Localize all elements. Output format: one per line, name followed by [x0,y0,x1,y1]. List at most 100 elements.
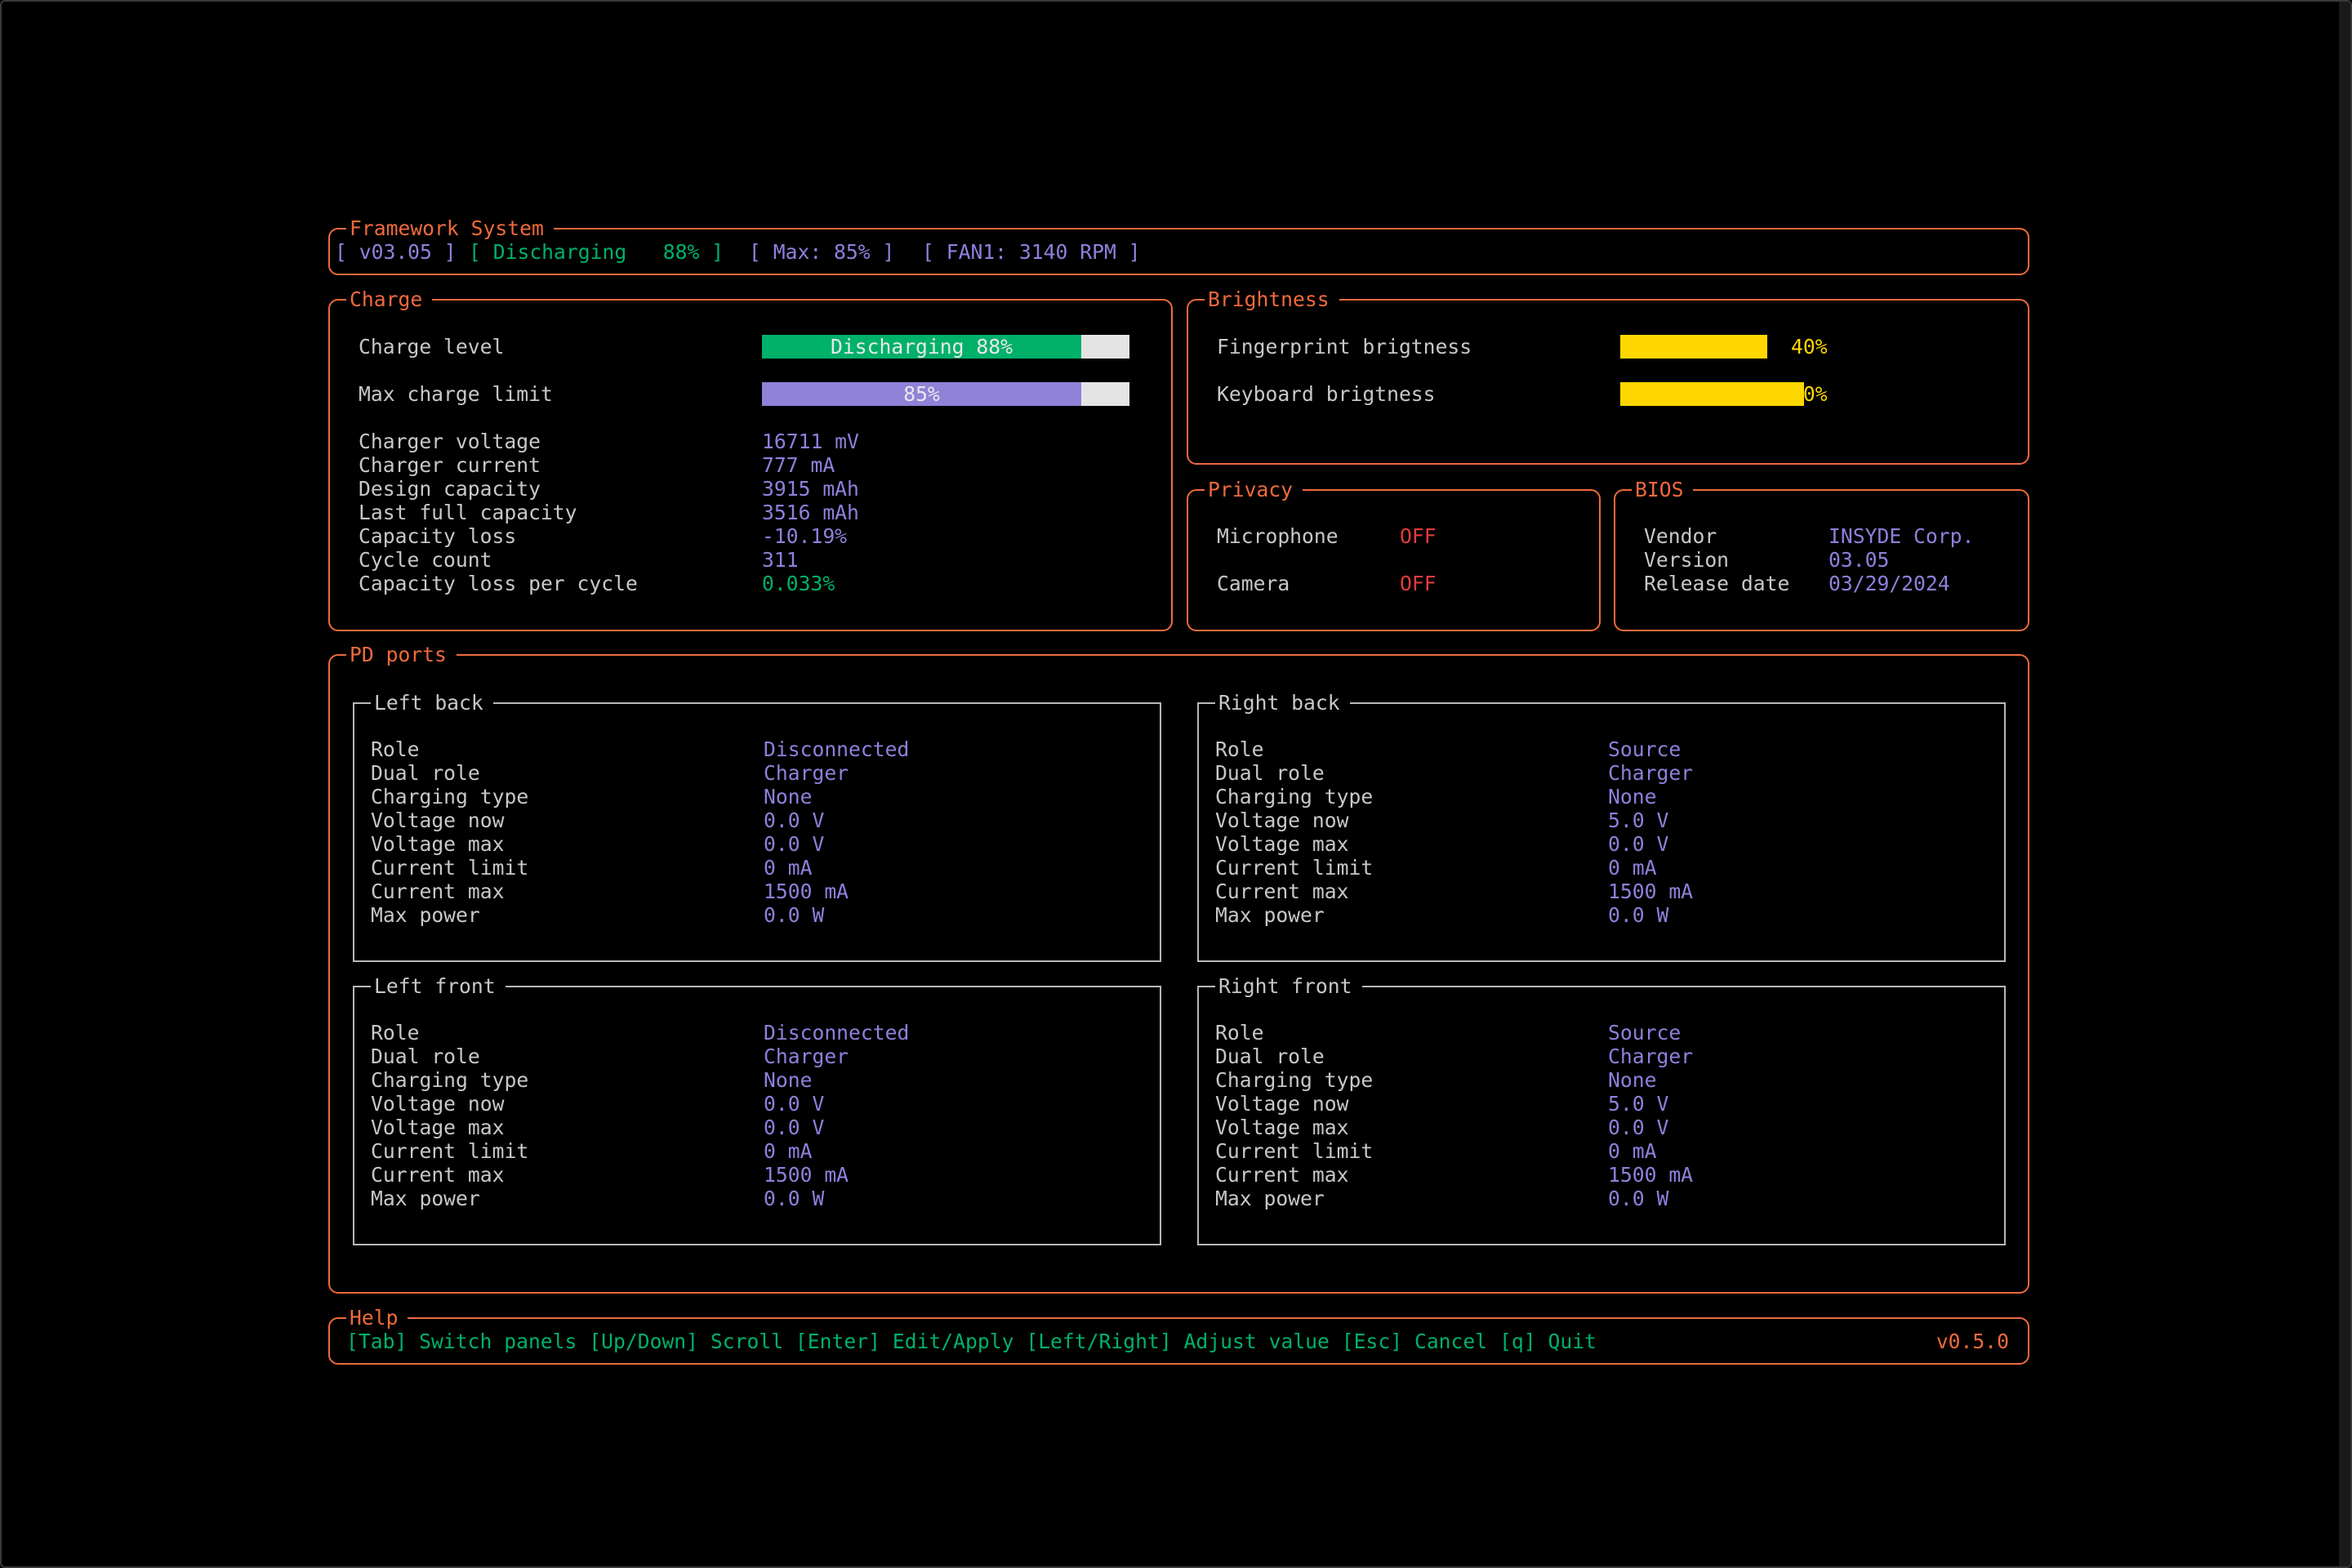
pd-row-label: Role [371,737,420,761]
pd-row-label: Current limit [371,856,529,880]
pd-row-value: Charger [1608,1045,1694,1068]
help-keybindings: [Tab] Switch panels [Up/Down] Scroll [En… [346,1330,1597,1353]
pd-ports-panel[interactable]: PD ports [328,643,2029,1294]
pd-row-label: Voltage max [371,832,505,856]
charge-row-value: -10.19% [762,524,848,548]
pd-row-value: 0 mA [1608,856,1657,880]
pd-row-value: 0.0 W [764,1187,825,1210]
pd-row-value: 0.0 W [1608,1187,1669,1210]
pd-row-value: 1500 mA [764,880,849,903]
pd-row-value: 0.0 V [1608,832,1669,856]
charge-row-label: Capacity loss per cycle [359,572,638,595]
charge-row-label: Cycle count [359,548,492,572]
charge-level-bar: Discharging 88% [762,335,1129,359]
bios-row-label: Version [1644,548,1730,572]
help-panel: Help [328,1306,2029,1365]
charge-level-text: Discharging 88% [831,335,1013,359]
pd-ports-title: PD ports [346,643,457,666]
pd-row-label: Voltage max [371,1116,505,1139]
charge-row-value: 16711 mV [762,430,859,453]
help-title: Help [346,1306,408,1330]
charge-panel[interactable]: Charge [328,287,1173,631]
charge-level-label: Charge level [359,335,505,359]
pd-row-label: Max power [1215,1187,1325,1210]
pd-row-label: Max power [1215,903,1325,927]
pd-row-value: 1500 mA [1608,880,1694,903]
pd-row-value: 1500 mA [1608,1163,1694,1187]
charge-row-label: Last full capacity [359,501,577,524]
keyboard-brightness-value: 50% [1791,382,1828,406]
pd-row-value: Disconnected [764,737,910,761]
bios-row-value: 03.05 [1829,548,1890,572]
charge-row-label: Charger voltage [359,430,541,453]
pd-port-title: Left back [371,691,493,715]
pd-row-value: 0.0 W [1608,903,1669,927]
pd-row-value: 0.0 W [764,903,825,927]
keyboard-brightness-slider[interactable] [1620,382,1804,406]
pd-row-value: 0 mA [1608,1139,1657,1163]
pd-row-label: Charging type [1215,785,1374,808]
pd-row-value: 0.0 V [1608,1116,1669,1139]
privacy-panel[interactable]: Privacy [1187,478,1601,631]
pd-row-label: Role [1215,737,1264,761]
pd-row-value: Charger [764,761,849,785]
pd-row-label: Voltage max [1215,1116,1349,1139]
pd-row-label: Current max [371,880,505,903]
pd-row-label: Current limit [371,1139,529,1163]
max-charge-limit-slider[interactable]: 85% [762,382,1129,406]
pd-row-label: Current max [1215,1163,1349,1187]
max-charge-badge: [ Max: 85% ] [749,240,895,264]
charge-row-value: 0.033% [762,572,835,595]
max-charge-limit-fill [762,382,1081,406]
pd-row-label: Dual role [371,761,480,785]
charge-title: Charge [346,287,433,311]
pd-port-right-back[interactable]: Right back [1197,691,2006,962]
microphone-label: Microphone [1217,524,1339,548]
pd-row-label: Current max [1215,880,1349,903]
pd-row-label: Voltage max [1215,832,1349,856]
bios-row-value: 03/29/2024 [1829,572,1950,595]
bios-title: BIOS [1632,478,1694,501]
pd-row-value: 0.0 V [764,1092,825,1116]
pd-row-value: None [1608,1068,1657,1092]
pd-port-left-back[interactable]: Left back [353,691,1161,962]
pd-row-value: None [1608,785,1657,808]
charge-row-value: 3915 mAh [762,477,859,501]
charge-row-value: 777 mA [762,453,835,477]
fingerprint-brightness-value: 40% [1791,335,1828,359]
pd-row-value: 0.0 V [764,808,825,832]
keyboard-brightness-label: Keyboard brigtness [1217,382,1436,406]
max-charge-limit-label: Max charge limit [359,382,553,406]
bios-version-badge: [ v03.05 ] [335,240,457,264]
pd-row-value: 1500 mA [764,1163,849,1187]
charge-level-fill [762,335,1081,359]
pd-row-label: Dual role [1215,1045,1325,1068]
privacy-title: Privacy [1205,478,1303,501]
pd-row-label: Dual role [1215,761,1325,785]
pd-row-value: Disconnected [764,1021,910,1045]
pd-row-value: 0.0 V [764,1116,825,1139]
pd-row-value: 5.0 V [1608,808,1669,832]
pd-row-value: 0 mA [764,1139,813,1163]
charge-row-label: Charger current [359,453,541,477]
pd-row-value: 5.0 V [1608,1092,1669,1116]
pd-row-label: Charging type [371,1068,529,1092]
bios-row-label: Vendor [1644,524,1717,548]
header-title: Framework System [346,216,554,240]
microphone-status: OFF [1400,524,1437,548]
pd-port-left-front[interactable]: Left front [353,974,1161,1245]
pd-port-right-front[interactable]: Right front [1197,974,2006,1245]
camera-status: OFF [1400,572,1437,595]
pd-port-title: Right back [1215,691,1350,715]
bios-panel[interactable]: BIOS [1614,478,2029,631]
pd-row-value: 0 mA [764,856,813,880]
pd-row-value: None [764,785,813,808]
camera-label: Camera [1217,572,1290,595]
brightness-panel[interactable]: Brightness [1187,287,2029,465]
pd-port-title: Left front [371,974,506,998]
pd-row-label: Max power [371,1187,480,1210]
pd-row-label: Voltage now [371,808,505,832]
pd-row-label: Voltage now [371,1092,505,1116]
fingerprint-brightness-slider[interactable] [1620,335,1767,359]
